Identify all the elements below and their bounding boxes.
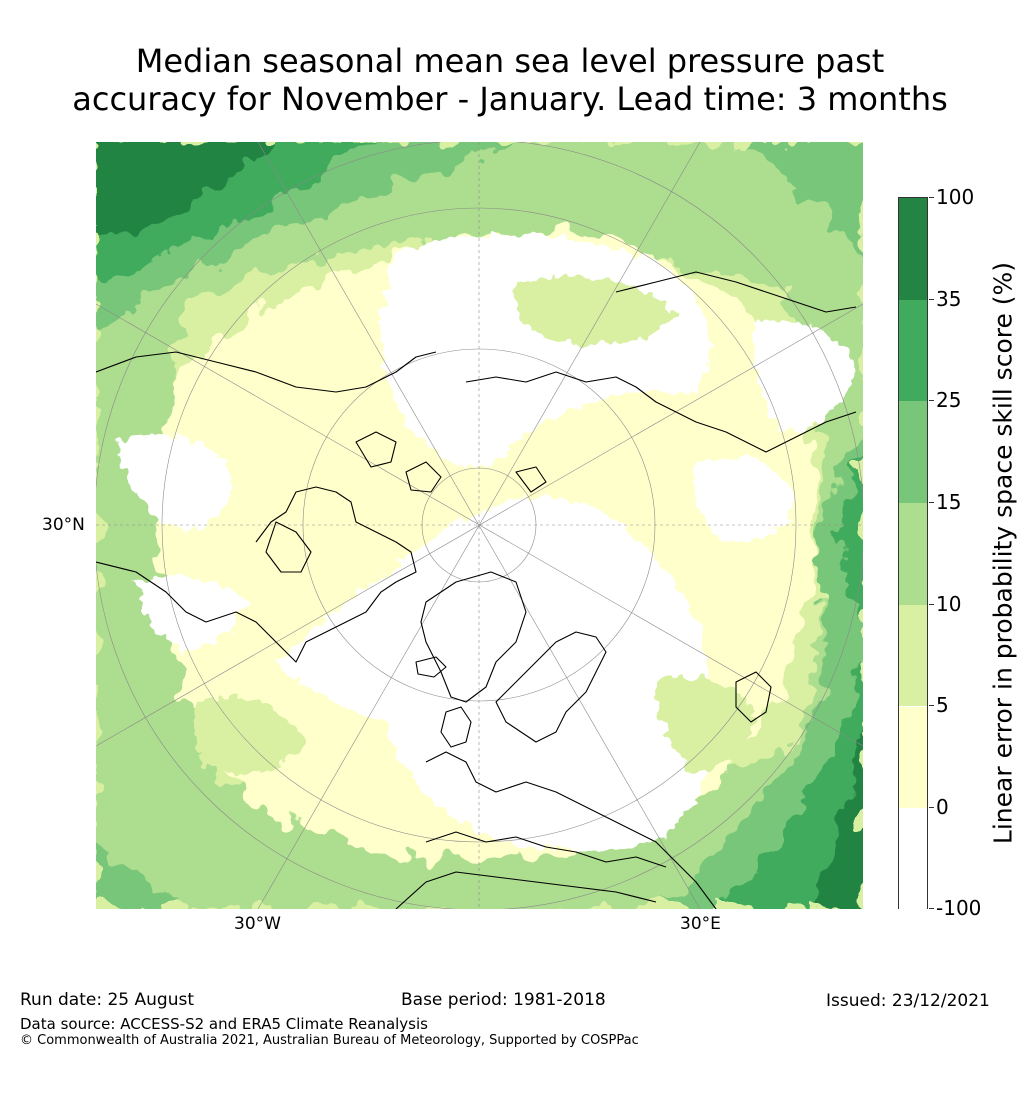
colorbar-bin-5-10: [899, 604, 927, 707]
coast-mediterranean: [425, 831, 667, 868]
skill-bin-neg-east: [754, 320, 856, 432]
coast-iceland: [415, 656, 447, 678]
colorbar-tick: [929, 908, 934, 909]
base-period: Base period: 1981-2018: [401, 990, 606, 1010]
issued-date: Issued: 23/12/2021: [826, 991, 990, 1011]
coast-british-isles: [440, 706, 472, 748]
colorbar-label-15: 15: [936, 490, 962, 514]
colorbar-tick: [929, 604, 934, 605]
colorbar-tick: [929, 705, 934, 706]
skill-bin-5-10-patch-c: [656, 676, 756, 772]
skill-bin-25-35: [96, 142, 863, 909]
skill-bin-neg-sw: [136, 575, 246, 652]
graticule-lines: [96, 142, 863, 909]
coast-hudson-bay: [265, 521, 312, 573]
colorbar-label-5: 5: [936, 693, 949, 717]
chart-title-line-2: accuracy for November - January. Lead ti…: [72, 80, 948, 118]
coast-north-america: [96, 486, 417, 663]
lat-label-30n: 30°N: [42, 515, 85, 535]
colorbar-tick: [929, 197, 934, 198]
colorbar-bin-10-15: [899, 503, 927, 605]
skill-bin-neg-west: [116, 435, 231, 532]
coast-scandinavia: [495, 631, 607, 743]
polar-skill-map: [96, 142, 863, 909]
colorbar-tick: [929, 299, 934, 300]
run-date: Run date: 25 August: [20, 990, 194, 1010]
colorbar-tick: [929, 400, 934, 401]
map-canvas: [96, 142, 863, 909]
coast-europe: [425, 751, 717, 909]
colorbar-bin-neg100-0: [899, 808, 927, 910]
copyright: © Commonwealth of Australia 2021, Austra…: [20, 1033, 639, 1048]
colorbar-bin-15-25: [899, 401, 927, 504]
colorbar-label-100: 100: [936, 185, 975, 209]
lon-label-30w: 30°W: [234, 914, 281, 934]
colorbar-label-0: 0: [936, 795, 949, 819]
coast-caspian: [735, 671, 772, 723]
chart-title-line-1: Median seasonal mean sea level pressure …: [135, 42, 885, 80]
skill-bin-neg-center: [276, 497, 715, 850]
coastlines: [96, 271, 857, 909]
coast-north-africa: [395, 871, 657, 909]
colorbar-bin-35-100: [899, 198, 927, 300]
colorbar: [898, 197, 928, 910]
coast-north-asia: [615, 271, 857, 313]
colorbar-bin-0-5: [899, 706, 927, 809]
colorbar-tick: [929, 502, 934, 503]
colorbar-title: Linear error in probability space skill …: [988, 261, 1018, 845]
colorbar-label-35: 35: [936, 287, 962, 311]
coast-arctic-russia: [465, 371, 857, 453]
skill-bin-5-10-patch-a: [514, 276, 676, 344]
colorbar-label-10: 10: [936, 592, 962, 616]
data-source: Data source: ACCESS-S2 and ERA5 Climate …: [20, 1015, 428, 1033]
coast-alaska-siberia: [96, 351, 437, 393]
skill-bin-neg-ne: [694, 457, 796, 542]
colorbar-tick: [929, 807, 934, 808]
meridian-120: [96, 303, 863, 747]
colorbar-label-neg100: -100: [936, 896, 982, 920]
skill-fill-layer: [96, 142, 863, 909]
coast-greenland: [420, 571, 527, 703]
colorbar-label-25: 25: [936, 388, 962, 412]
skill-bin-5-10-patch-b: [193, 697, 306, 774]
coast-arctic-islands: [355, 431, 547, 493]
colorbar-bin-25-35: [899, 299, 927, 402]
lon-label-30e: 30°E: [680, 914, 721, 934]
